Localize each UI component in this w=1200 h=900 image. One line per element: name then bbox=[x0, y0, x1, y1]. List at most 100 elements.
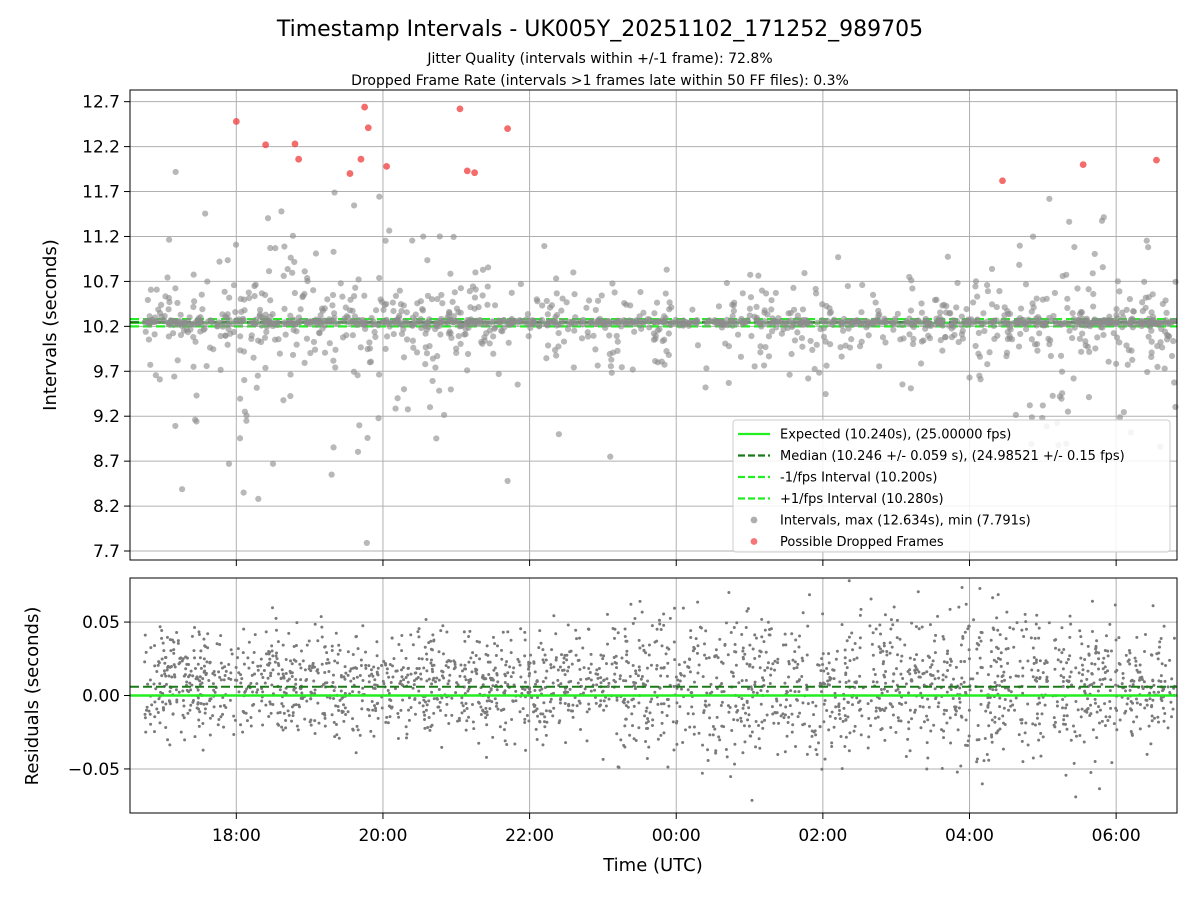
interval-point bbox=[1076, 321, 1083, 328]
residual-point bbox=[332, 696, 336, 700]
residual-point bbox=[708, 733, 712, 737]
residual-point bbox=[420, 657, 424, 661]
residual-point bbox=[569, 679, 573, 683]
interval-point bbox=[817, 326, 824, 333]
residual-point bbox=[320, 662, 324, 666]
residual-point bbox=[748, 664, 752, 668]
interval-point bbox=[1065, 320, 1072, 327]
interval-point bbox=[1001, 312, 1008, 319]
interval-point bbox=[236, 435, 244, 442]
residual-point bbox=[1078, 629, 1082, 633]
interval-point bbox=[351, 202, 358, 209]
interval-point bbox=[1148, 349, 1155, 356]
residual-point bbox=[855, 656, 859, 660]
residual-point bbox=[230, 652, 234, 656]
residual-point bbox=[897, 719, 901, 723]
interval-point bbox=[382, 345, 389, 353]
residual-point bbox=[749, 685, 753, 689]
residual-point bbox=[846, 701, 850, 705]
residual-point bbox=[498, 725, 502, 729]
interval-point bbox=[984, 288, 992, 295]
residual-point bbox=[794, 744, 798, 748]
residual-point bbox=[581, 646, 585, 650]
residual-point bbox=[325, 651, 329, 655]
interval-point bbox=[357, 344, 364, 351]
interval-point bbox=[495, 370, 502, 378]
interval-point bbox=[665, 351, 672, 359]
residual-point bbox=[677, 663, 681, 667]
residual-point bbox=[833, 716, 837, 720]
interval-point bbox=[1091, 250, 1098, 258]
residual-point bbox=[830, 710, 834, 714]
residual-point bbox=[995, 616, 999, 620]
residual-point bbox=[413, 698, 417, 702]
residual-point bbox=[281, 643, 285, 647]
residual-point bbox=[702, 711, 706, 715]
residual-point bbox=[1097, 667, 1101, 671]
residual-point bbox=[771, 662, 775, 666]
interval-point bbox=[1161, 328, 1169, 335]
residual-point bbox=[980, 631, 984, 635]
residual-point bbox=[801, 659, 805, 663]
residual-point bbox=[168, 743, 172, 747]
residual-point bbox=[155, 669, 159, 673]
residual-point bbox=[1001, 714, 1005, 718]
interval-point bbox=[1006, 310, 1014, 318]
legend-label: -1/fps Interval (10.200s) bbox=[780, 471, 937, 486]
residual-point bbox=[438, 700, 442, 704]
residual-point bbox=[494, 654, 498, 658]
y-tick-label: 0.00 bbox=[82, 687, 120, 707]
interval-point bbox=[937, 337, 944, 344]
interval-point bbox=[621, 299, 628, 307]
residual-point bbox=[181, 657, 185, 661]
residual-point bbox=[219, 678, 223, 682]
residual-point bbox=[776, 661, 780, 665]
residual-point bbox=[1091, 728, 1095, 732]
residual-point bbox=[562, 690, 566, 694]
residual-point bbox=[371, 708, 375, 712]
interval-point bbox=[1026, 402, 1033, 409]
interval-point bbox=[1012, 411, 1019, 418]
interval-point bbox=[853, 320, 860, 328]
residual-point bbox=[299, 678, 303, 682]
residual-point bbox=[208, 660, 212, 664]
residual-point bbox=[697, 731, 701, 735]
interval-point bbox=[1123, 306, 1130, 313]
interval-point bbox=[1051, 317, 1058, 325]
residual-point bbox=[255, 682, 259, 686]
residual-point bbox=[801, 611, 805, 615]
residual-point bbox=[881, 662, 885, 666]
residual-point bbox=[1149, 742, 1153, 746]
interval-point bbox=[661, 336, 668, 343]
residual-point bbox=[912, 657, 916, 661]
residual-point bbox=[1020, 628, 1024, 632]
residual-point bbox=[945, 690, 949, 694]
residual-point bbox=[1062, 722, 1066, 726]
interval-point bbox=[330, 357, 337, 364]
interval-point bbox=[702, 384, 709, 391]
residual-point bbox=[871, 680, 875, 684]
residual-point bbox=[625, 659, 629, 663]
interval-point bbox=[197, 314, 204, 321]
residual-point bbox=[465, 707, 469, 711]
dropped-frame-point bbox=[471, 169, 479, 177]
interval-point bbox=[267, 244, 274, 252]
interval-point bbox=[376, 274, 383, 282]
residual-point bbox=[523, 717, 527, 721]
residual-point bbox=[456, 719, 460, 723]
residual-point bbox=[542, 661, 546, 665]
residual-point bbox=[903, 643, 907, 647]
residual-point bbox=[844, 735, 848, 739]
interval-point bbox=[1143, 237, 1150, 244]
interval-point bbox=[530, 319, 537, 326]
residual-point bbox=[619, 738, 623, 742]
interval-point bbox=[326, 340, 333, 347]
residual-point bbox=[229, 671, 233, 675]
residual-point bbox=[853, 724, 857, 728]
residual-point bbox=[237, 690, 241, 694]
residual-point bbox=[996, 674, 1000, 678]
residual-point bbox=[709, 682, 713, 686]
interval-point bbox=[264, 215, 272, 222]
interval-point bbox=[662, 290, 669, 297]
residual-point bbox=[481, 709, 485, 713]
